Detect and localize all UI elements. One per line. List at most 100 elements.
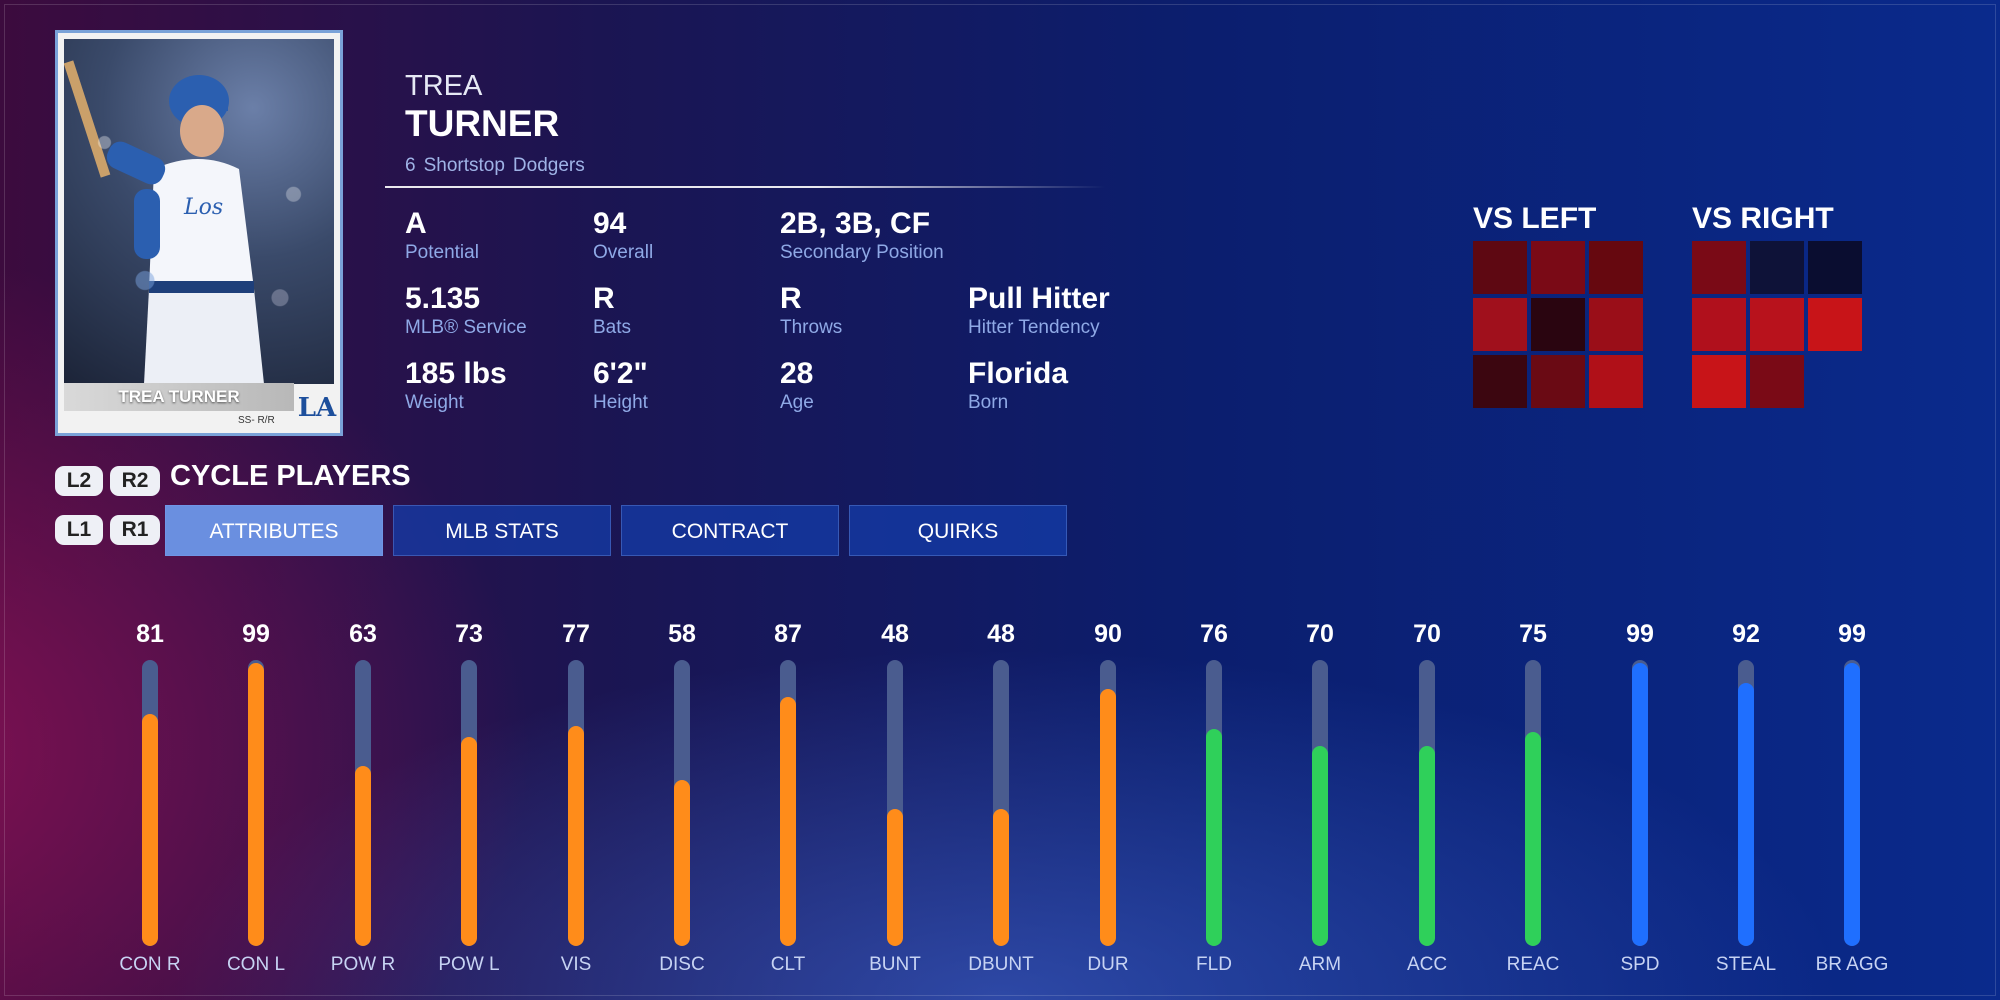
card-position-hand: SS- R/R [238,415,275,426]
attribute-bar-fill [461,737,477,946]
vs-left-hot-zones [1473,241,1649,411]
stat-potential: A Potential [405,208,595,264]
stat-value: Florida [968,357,1069,390]
attribute-value: 99 [1626,620,1654,648]
attribute-value: 76 [1200,620,1228,648]
attribute-value: 90 [1094,620,1122,648]
attribute-bar-fill [887,808,903,946]
attribute-label: CON R [119,954,181,975]
stat-label: Overall [593,242,654,263]
header-divider [385,186,1105,188]
player-position: Shortstop [423,155,505,176]
stat-value: A [405,207,427,240]
stat-born: Florida Born [968,358,1158,414]
attribute-bar-track [461,660,477,946]
stat-label: Potential [405,242,479,263]
attribute-label: BR AGG [1815,954,1889,975]
vs-right-hot-zones [1692,241,1868,411]
stat-throws: R Throws [780,283,970,339]
vs-left-zone-8 [1531,355,1585,408]
attribute-value: 48 [987,620,1015,648]
attribute-value: 75 [1519,620,1547,648]
vs-left-title: VS LEFT [1473,202,1597,235]
vs-right-zone-1 [1692,241,1746,294]
attribute-bar-track [355,660,371,946]
stat-label: Age [780,392,814,413]
vs-left-zone-1 [1473,241,1527,294]
stat-label: Throws [780,317,843,338]
tab-mlb-stats[interactable]: MLB STATS [393,505,611,556]
stat-label: Weight [405,392,464,413]
attribute-value: 87 [774,620,802,648]
attribute-value: 99 [1838,620,1866,648]
stat-hitter-tendency: Pull Hitter Hitter Tendency [968,283,1158,339]
attribute-label: SPD [1620,954,1660,975]
r2-button-icon[interactable]: R2 [110,466,160,496]
attribute-pow-r: 63 POW R [323,620,403,990]
attribute-bar-fill [674,780,690,946]
l1-button-icon[interactable]: L1 [55,515,103,545]
tab-quirks[interactable]: QUIRKS [849,505,1067,556]
attribute-bar-track [1844,660,1860,946]
player-card: Los TREA TURNER SS- R/R LA [55,30,343,436]
stat-value: 28 [780,357,814,390]
l2-button-icon[interactable]: L2 [55,466,103,496]
vs-left-zone-7 [1473,355,1527,408]
attribute-fld: 76 FLD [1174,620,1254,990]
attribute-value: 81 [136,620,164,648]
stat-age: 28 Age [780,358,970,414]
attribute-bar-track [780,660,796,946]
attribute-bar-fill [568,725,584,946]
attribute-bar-track [1100,660,1116,946]
stat-label: Born [968,392,1009,413]
attribute-arm: 70 ARM [1280,620,1360,990]
r1-button-icon[interactable]: R1 [110,515,160,545]
stat-weight: 185 lbs Weight [405,358,595,414]
vs-right-zone-6 [1808,298,1862,351]
stat-label: Secondary Position [780,242,944,263]
stat-value: 2B, 3B, CF [780,207,931,240]
attribute-bar-fill [1632,662,1648,946]
attribute-label: DUR [1087,954,1129,975]
attribute-bar-track [248,660,264,946]
stat-value: R [780,282,802,315]
player-team-line: 6 Shortstop Dodgers [405,155,593,177]
attribute-dur: 90 DUR [1068,620,1148,990]
attribute-con-r: 81 CON R [110,620,190,990]
attribute-bar-track [993,660,1009,946]
attribute-spd: 99 SPD [1600,620,1680,990]
tab-attributes[interactable]: ATTRIBUTES [165,505,383,556]
tab-contract[interactable]: CONTRACT [621,505,839,556]
attribute-label: DBUNT [968,954,1034,975]
stat-label: Hitter Tendency [968,317,1100,338]
stat-overall: 94 Overall [593,208,783,264]
attribute-pow-l: 73 POW L [429,620,509,990]
stat-bats: R Bats [593,283,783,339]
stat-value: 185 lbs [405,357,507,390]
attribute-bar-track [568,660,584,946]
attribute-label: POW R [330,954,396,975]
attribute-label: CON L [226,954,286,975]
attribute-vis: 77 VIS [536,620,616,990]
attribute-label: STEAL [1715,954,1777,975]
attribute-bar-fill [1419,745,1435,946]
vs-left-zone-6 [1589,298,1643,351]
card-nameplate: TREA TURNER [64,383,294,411]
player-first-name: TREA [405,70,483,102]
attribute-bar-track [1206,660,1222,946]
attribute-br-agg: 99 BR AGG [1812,620,1892,990]
attribute-value: 70 [1306,620,1334,648]
stat-value: R [593,282,615,315]
vs-right-zone-4 [1692,298,1746,351]
attribute-acc: 70 ACC [1387,620,1467,990]
player-photo: Los [64,39,334,384]
attribute-label: BUNT [869,954,921,975]
stat-mlb-service: 5.135 MLB® Service [405,283,595,339]
attribute-bar-track [1419,660,1435,946]
attribute-label: DISC [659,954,705,975]
attribute-bar-fill [993,808,1009,946]
stat-label: MLB® Service [405,317,527,338]
attribute-bar-track [674,660,690,946]
attribute-bar-track [1632,660,1648,946]
attribute-dbunt: 48 DBUNT [961,620,1041,990]
